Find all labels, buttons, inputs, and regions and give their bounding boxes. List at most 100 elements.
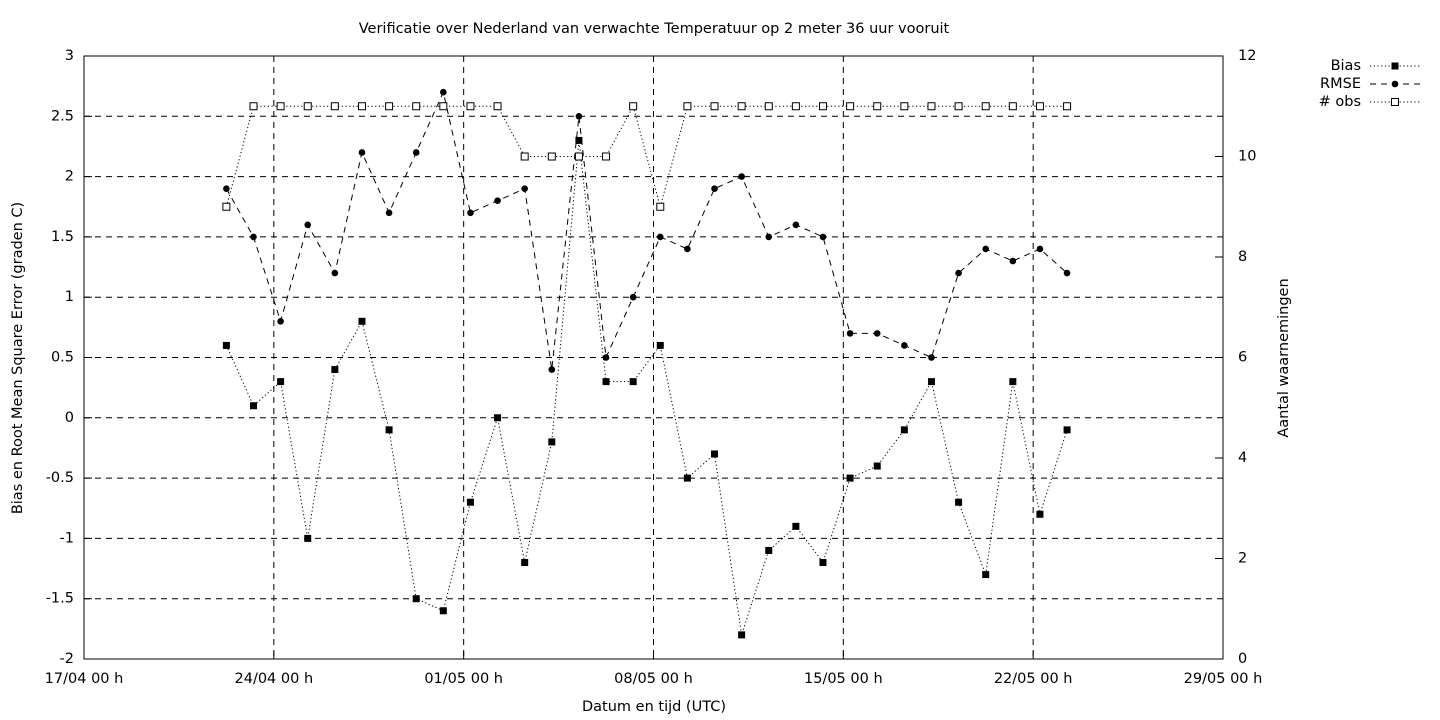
data-point: [873, 330, 881, 337]
data-point: [629, 102, 638, 111]
data-point: [548, 366, 556, 373]
data-point: [250, 233, 257, 241]
data-point: [683, 474, 691, 482]
legend-marker: [1391, 98, 1399, 106]
y2-tick-label: 6: [1238, 350, 1247, 366]
legend-marker: [1391, 62, 1399, 70]
data-point: [656, 233, 664, 241]
x-axis-label: Datum en tijd (UTC): [582, 699, 726, 715]
legend-label: Bias: [1331, 58, 1361, 74]
data-point: [385, 102, 394, 111]
y-tick-label: 0: [65, 410, 74, 426]
data-point: [467, 209, 474, 217]
y-tick-label: 0.5: [51, 350, 74, 366]
data-point: [982, 245, 990, 253]
data-point: [439, 102, 448, 111]
y-axis-label: Bias en Root Mean Square Error (graden C…: [10, 202, 26, 514]
data-point: [358, 149, 366, 156]
data-point: [276, 102, 285, 111]
data-point: [412, 102, 421, 111]
data-point: [819, 559, 827, 567]
x-tick-label: 22/05 00 h: [994, 671, 1073, 687]
series-line: [225, 140, 1068, 636]
data-point: [737, 102, 746, 111]
data-point: [846, 102, 855, 111]
data-point: [547, 152, 556, 161]
data-point: [357, 102, 366, 111]
data-point: [602, 354, 610, 361]
data-point: [602, 152, 611, 161]
data-point: [412, 595, 420, 603]
data-point: [331, 366, 339, 374]
data-point: [629, 378, 637, 386]
data-point: [873, 462, 881, 470]
data-point: [277, 378, 285, 386]
data-point: [412, 149, 420, 156]
data-point: [222, 202, 231, 211]
y-tick-label: -1: [60, 530, 74, 546]
data-point: [846, 474, 854, 482]
series-line: [225, 104, 1068, 209]
data-point: [385, 209, 393, 217]
x-tick-label: 01/05 00 h: [424, 671, 503, 687]
data-point: [900, 426, 908, 434]
data-point: [928, 354, 935, 361]
data-point: [304, 221, 312, 229]
y2-tick-label: 2: [1238, 551, 1247, 567]
data-point: [548, 438, 556, 446]
data-point: [711, 450, 719, 458]
data-point: [1036, 245, 1044, 253]
data-point: [955, 269, 962, 277]
data-point: [440, 88, 447, 96]
x-tick-label: 29/05 00 h: [1184, 671, 1263, 687]
data-point: [575, 113, 583, 120]
y-tick-label: 1.5: [51, 229, 74, 245]
data-point: [1035, 102, 1044, 111]
data-point: [900, 102, 909, 111]
y2-tick-label: 8: [1238, 249, 1247, 265]
legend-label: # obs: [1319, 94, 1361, 110]
data-point: [249, 402, 257, 410]
data-point: [331, 269, 339, 277]
chart-title: Verificatie over Nederland van verwachte…: [359, 21, 950, 37]
data-point: [303, 102, 312, 111]
data-point: [520, 152, 529, 161]
data-point: [466, 498, 474, 506]
data-point: [521, 559, 529, 567]
y-tick-label: -2: [60, 651, 74, 667]
data-point: [1063, 426, 1071, 434]
data-point: [1063, 269, 1071, 277]
data-point: [223, 185, 230, 192]
data-point: [1008, 102, 1017, 111]
data-point: [955, 498, 963, 506]
data-point: [711, 185, 718, 192]
x-tick-label: 08/05 00 h: [614, 671, 693, 687]
series-line: [225, 90, 1068, 370]
data-point: [521, 185, 528, 192]
data-point: [249, 102, 258, 111]
x-tick-label: 24/04 00 h: [235, 671, 314, 687]
data-point: [901, 342, 908, 349]
data-point: [819, 233, 827, 241]
y2-tick-label: 10: [1238, 149, 1256, 165]
data-point: [765, 233, 773, 241]
y-tick-label: 2.5: [51, 108, 74, 124]
data-point: [1063, 102, 1072, 111]
data-point: [765, 546, 773, 554]
data-point: [982, 571, 990, 579]
data-point: [277, 318, 284, 325]
data-point: [494, 414, 502, 422]
data-point: [791, 102, 800, 111]
y2-tick-label: 12: [1238, 48, 1256, 64]
y2-tick-label: 0: [1238, 651, 1247, 667]
data-point: [981, 102, 990, 111]
data-point: [792, 221, 800, 229]
data-point: [1009, 378, 1017, 386]
data-point: [439, 607, 447, 615]
y-tick-label: 3: [65, 48, 74, 64]
y-tick-label: -0.5: [46, 470, 74, 486]
data-point: [629, 293, 637, 301]
data-point: [1036, 510, 1044, 518]
data-point: [575, 136, 583, 144]
legend-marker: [1391, 80, 1399, 88]
